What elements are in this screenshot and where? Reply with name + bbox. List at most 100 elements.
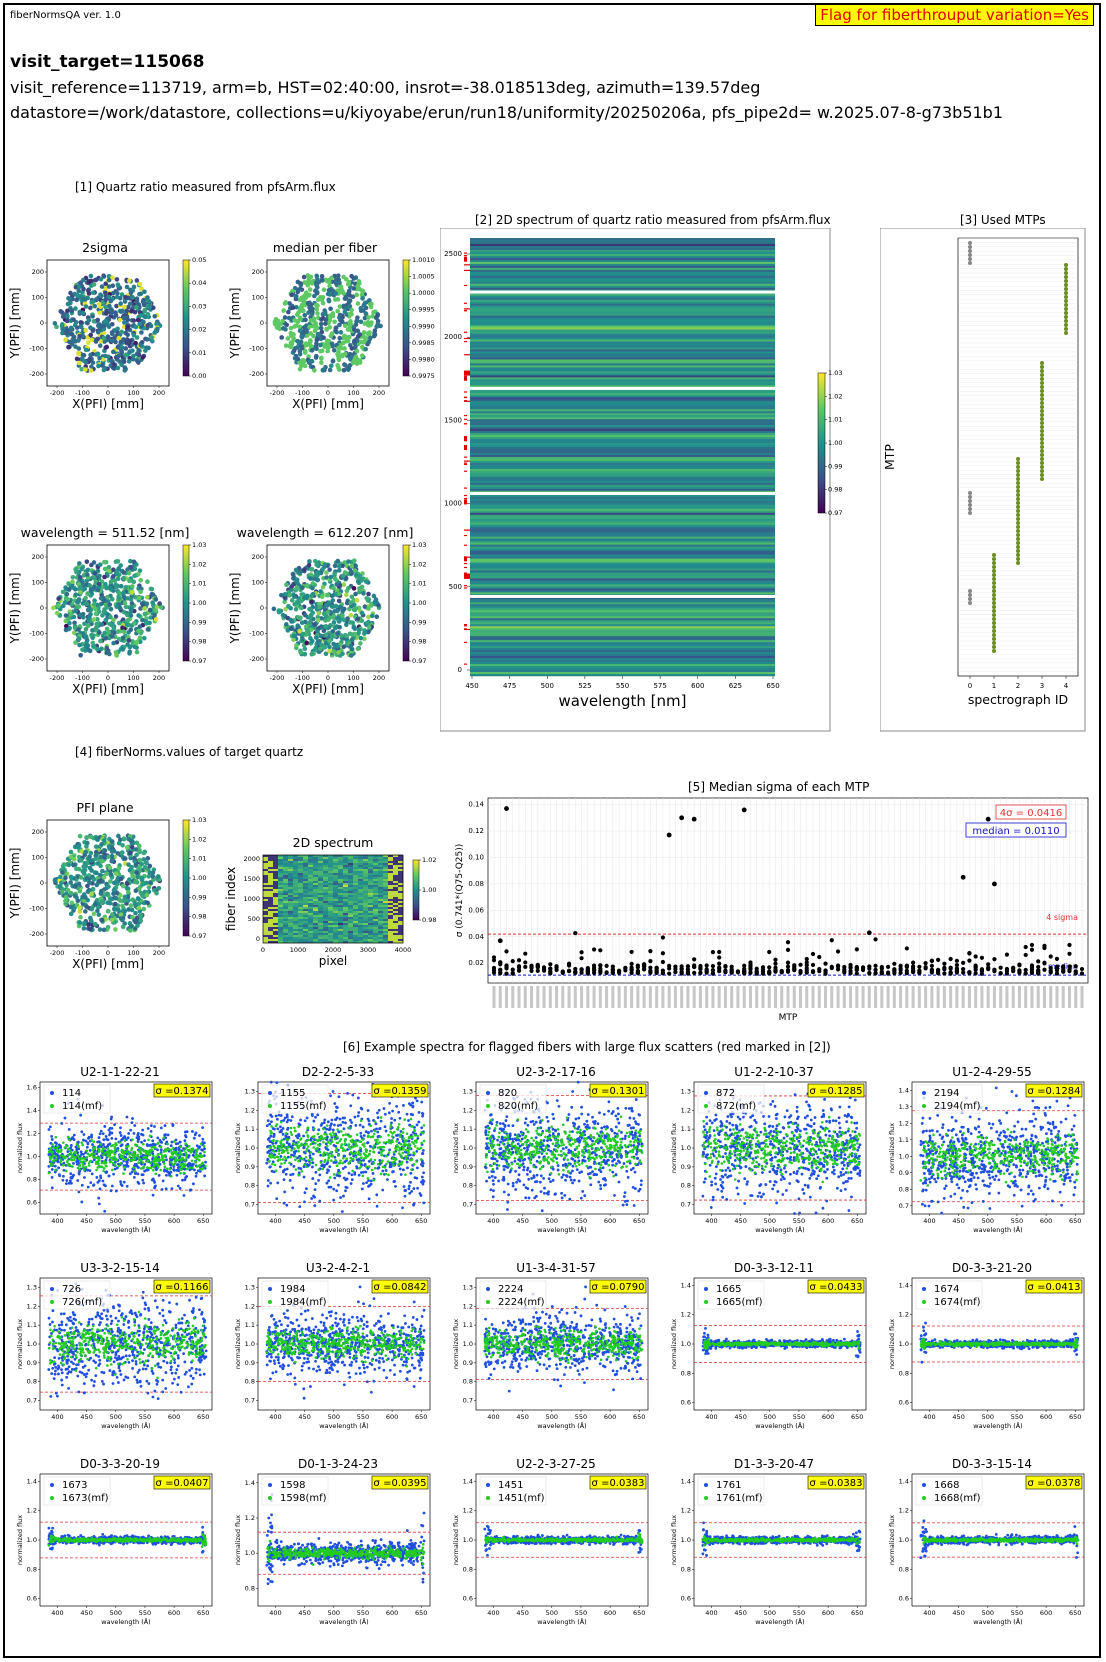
small2d-pixel [283,869,289,872]
mtp-points [968,241,1068,653]
small2d-pixel [353,867,359,870]
small2d-pixel [323,883,329,886]
small2d-pixel [343,941,349,944]
hex-fiber [323,618,328,623]
small2d-pixel [328,901,334,904]
hex-fiber [342,333,347,339]
hex-fiber [271,606,277,612]
hex-fiber [96,581,102,587]
spec2d-row [470,534,775,537]
hex-fiber [322,562,328,567]
msigma-point [535,965,540,970]
small2d-pixel [363,859,369,862]
small2d-pixel [338,869,344,872]
small2d-pixel [283,937,289,940]
hex-fiber [360,296,365,301]
hexplot-title: wavelength = 511.52 [nm] [21,525,190,540]
spec2d-row [470,439,775,442]
hex-fiber [362,636,367,642]
hex-fiber [139,861,145,867]
hex-fiber [132,855,137,861]
spec2d-row [470,482,775,486]
hex-fiber [78,914,83,920]
small2d-pixel [268,913,274,916]
spec2d-row [470,331,775,334]
small2d-pixel [353,879,359,882]
hex-fiber [115,290,120,296]
spec2d-row [470,253,775,257]
hex-fiber [83,863,89,869]
hex-fiber [121,836,127,842]
hex-fiber [84,559,90,564]
small2d-pixel [368,941,374,944]
small2d-pixel [353,885,359,888]
small2d-pixel [273,935,279,938]
hex1-cbar-tick: 0.9990 [412,322,435,330]
small2d-pixel [373,871,379,874]
small2d-pixel [348,929,354,932]
small2d-pixel [328,899,334,902]
hex-fiber [86,606,92,612]
hex-fiber [130,584,135,589]
hex-fiber [83,634,89,639]
small2d-pixel [303,867,309,870]
hex-fiber [318,646,323,652]
hex-fiber [139,882,145,887]
hex-fiber [152,330,158,335]
small2d-pixel [293,921,299,924]
small2d-pixel [388,939,394,942]
hex-fiber [145,856,151,861]
small2d-pixel [393,857,399,860]
small2d-pixel [368,869,374,872]
small2d-pixel [323,939,329,942]
small2d-pixel [378,941,384,944]
hex-fiber [304,329,309,335]
hex-ytick: 200 [32,553,44,561]
hex-fiber [336,591,342,597]
small2d-pixel [283,889,289,892]
small2d-pixel [398,899,404,902]
hex-fiber [331,347,337,353]
spec2d-row [470,355,775,358]
small2d-pixel [308,923,314,926]
mtp-dot [1016,493,1020,497]
hex-fiber [65,887,71,893]
small2d-pixel [263,933,269,936]
spec2d-row [470,259,775,263]
small2d-pixel [343,933,349,936]
hex-fiber [150,874,156,879]
small2d-pixel [333,909,339,912]
hex-fiber [349,563,355,569]
small2d-pixel [308,937,314,940]
small2d-pixel [288,931,294,934]
small2d-pixel [388,887,394,890]
small2d-pixel [343,921,349,924]
hex2-cbar-tick: 1.00 [192,599,206,607]
small2d-pixel [338,903,344,906]
mtp-dot [1040,433,1044,437]
hex-fiber [302,651,308,657]
hex-fiber [83,894,88,900]
spec2d-xlabel: wavelength [nm] [559,692,687,710]
small2d-pixel [343,875,349,878]
small2d-pixel [288,933,294,936]
hex-fiber [308,331,313,336]
small2d-pixel [368,919,374,922]
hex-fiber [75,600,81,605]
small2d-pixel [278,869,284,872]
small2d-pixel [393,891,399,894]
hex-fiber [116,353,121,359]
small2d-pixel [263,935,269,938]
spec2d-flag-marker [464,624,467,626]
hex-fiber [83,909,88,914]
hex-fiber [288,617,294,623]
small2d-pixel [293,917,299,920]
small2d-pixel [333,927,339,930]
hex2-cbar-tick: 1.01 [192,580,206,588]
small2d-pixel [383,917,389,920]
small2d-pixel [323,913,329,916]
hex-ytick: 0 [260,319,264,327]
hex-fiber [136,571,141,577]
spec2d-flag-marker [464,354,470,356]
spec2d-row [470,642,775,645]
